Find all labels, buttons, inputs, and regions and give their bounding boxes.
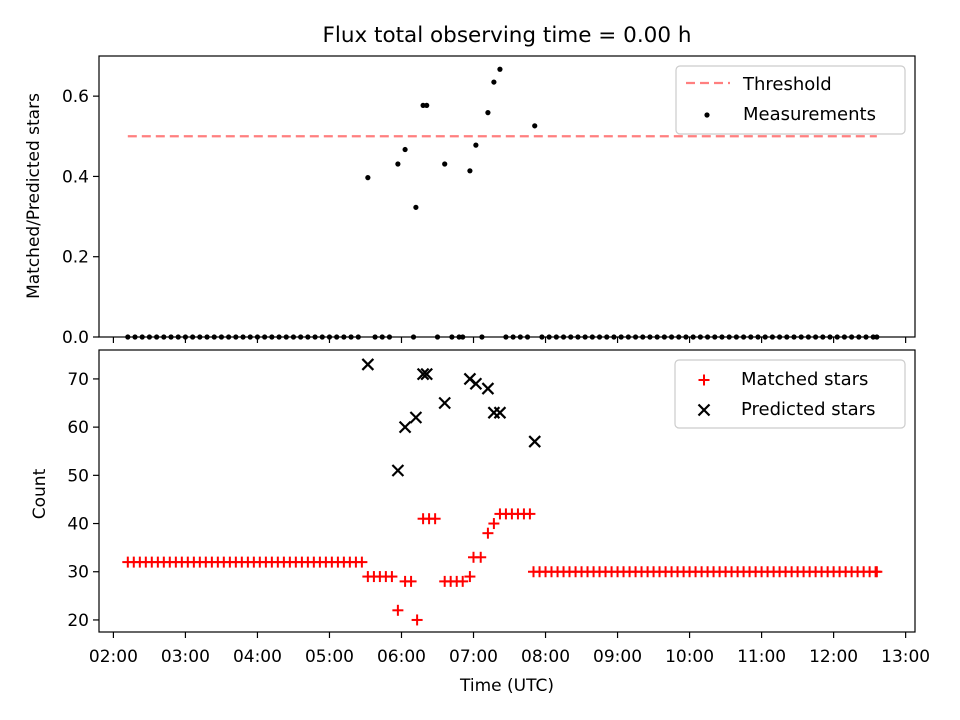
measurement-point (497, 66, 503, 72)
matched-star-point (464, 571, 476, 583)
matched-star-point (457, 575, 469, 587)
legend-predicted-swatch (697, 403, 711, 417)
predicted-star-point (481, 382, 495, 395)
predicted-star-point (528, 435, 542, 448)
counts-y-tick-label: 70 (67, 370, 89, 390)
measurement-point (532, 123, 538, 129)
counts-y-tick-label: 20 (67, 611, 89, 631)
matched-star-point (488, 518, 500, 530)
time-x-tick-label: 10:00 (665, 647, 714, 667)
ratio-y-tick-label: 0.0 (62, 328, 89, 348)
time-x-tick-label: 13:00 (881, 647, 930, 667)
legend-measurement-swatch (704, 112, 710, 118)
time-x-tick-label: 08:00 (521, 647, 570, 667)
predicted-star-point (438, 396, 451, 410)
time-x-tick-label: 09:00 (593, 647, 642, 667)
predicted-star-point (398, 420, 412, 434)
matched-star-point (405, 575, 417, 587)
measurement-point (413, 204, 419, 210)
time-x-axis: 02:00 03:00 04:00 05:00 06:00 07:00 08:00 09:00… (89, 632, 930, 667)
legend-cross-marker (697, 403, 711, 417)
time-x-tick-label: 11:00 (737, 647, 786, 667)
counts-y-tick-label: 30 (67, 563, 89, 583)
predicted-star-point (420, 367, 433, 381)
predicted-star-point (487, 406, 501, 419)
measurement-point (420, 102, 426, 108)
measurement-point (491, 79, 497, 85)
time-x-tick-label: 05:00 (305, 647, 354, 667)
matched-star-point (356, 556, 368, 568)
predicted-star-point (361, 358, 375, 371)
time-x-tick-label: 12:00 (809, 647, 858, 667)
matched-star-point (386, 571, 398, 583)
matched-star-point (871, 566, 883, 578)
measurement-point (467, 168, 473, 174)
matched-star-point (411, 614, 423, 626)
time-x-tick-label: 07:00 (449, 647, 498, 667)
predicted-stars-points (361, 358, 542, 477)
matched-star-point (429, 513, 441, 525)
legend-threshold-label: Threshold (742, 74, 832, 95)
measurement-point (473, 142, 479, 148)
predicted-star-point (409, 411, 423, 424)
ratio-y-axis-label: Matched/Predicted stars (24, 93, 44, 299)
ratio-y-tick-label: 0.4 (62, 167, 89, 187)
ratio-y-tick-label: 0.6 (62, 87, 89, 107)
measurement-point (395, 161, 401, 167)
matched-star-point (392, 604, 404, 616)
time-x-tick-label: 02:00 (89, 647, 138, 667)
counts-panel-frame (98, 349, 916, 633)
legend-measurements-label: Measurements (743, 104, 876, 125)
predicted-star-point (469, 377, 483, 391)
measurement-point (442, 161, 448, 167)
legend-predicted-label: Predicted stars (741, 399, 875, 420)
matched-star-point (482, 527, 494, 539)
measurement-point (424, 102, 430, 108)
counts-y-tick-label: 50 (67, 466, 89, 486)
time-x-axis-label: Time (UTC) (459, 676, 554, 696)
measurement-point (365, 175, 371, 181)
ratio-y-axis: 0.0 0.2 0.4 0.6 (62, 87, 99, 348)
legend-box (675, 65, 906, 135)
counts-legend: Matched stars Predicted stars (674, 359, 906, 429)
legend-matched-swatch (698, 374, 710, 386)
counts-y-axis: 20 30 40 50 60 70 (67, 370, 99, 631)
time-x-tick-label: 04:00 (233, 647, 282, 667)
legend-plus-marker (698, 374, 710, 386)
predicted-star-point (416, 367, 430, 381)
time-x-tick-label: 06:00 (377, 647, 426, 667)
legend-matched-label: Matched stars (741, 369, 868, 390)
legend-box (674, 359, 906, 429)
counts-y-tick-label: 40 (67, 515, 89, 535)
ratio-y-tick-label: 0.2 (62, 248, 89, 268)
counts-y-axis-label: Count (30, 468, 50, 519)
ratio-legend: Threshold Measurements (675, 65, 906, 135)
predicted-star-point (493, 406, 507, 419)
chart-title: Flux total observing time = 0.00 h (323, 23, 692, 48)
matched-stars-points (122, 508, 883, 626)
measurement-point (402, 146, 408, 153)
matched-star-point (475, 551, 487, 563)
measurement-point (485, 110, 491, 116)
ratio-panel-frame (98, 55, 916, 338)
predicted-star-point (391, 464, 405, 477)
counts-y-tick-label: 60 (67, 418, 89, 438)
matched-star-point (524, 508, 536, 520)
ratio-panel: 0.0 0.2 0.4 0.6 Matched/Predicted stars Thr… (24, 55, 916, 348)
time-x-tick-label: 03:00 (161, 647, 210, 667)
